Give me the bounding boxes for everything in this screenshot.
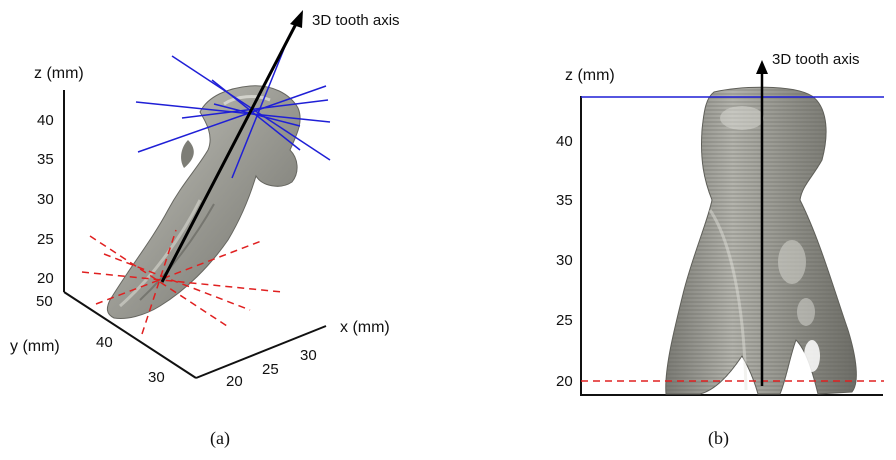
x-tick-20: 20: [226, 373, 243, 390]
y-tick-30: 30: [148, 369, 165, 386]
tooth-axis-arrow: [160, 10, 303, 283]
x-tick-30: 30: [300, 347, 317, 364]
y-axis-line: [63, 291, 197, 379]
bottom-plane-lines: [81, 229, 283, 335]
panel-b-caption: (b): [708, 428, 729, 449]
z-axis-label: z (mm): [34, 65, 84, 82]
tooth-axis-arrow-b: [756, 60, 768, 386]
z-tick-30: 30: [37, 191, 54, 208]
panel-a-caption: (a): [210, 428, 230, 449]
z-tick-35: 35: [37, 151, 54, 168]
z-tick-b-35: 35: [556, 192, 573, 209]
z-tick-b-40: 40: [556, 133, 573, 150]
panel-a: 3D tooth axis z (mm) 40 35 30 25 20 y (m…: [10, 10, 400, 449]
z-tick-25: 25: [37, 231, 54, 248]
y-axis-label: y (mm): [10, 338, 60, 355]
y-tick-50: 50: [36, 293, 53, 310]
y-tick-40: 40: [96, 334, 113, 351]
z-axis-label-b: z (mm): [565, 67, 615, 84]
x-tick-25: 25: [262, 361, 279, 378]
z-tick-20: 20: [37, 270, 54, 287]
axes-2d: [580, 96, 883, 396]
z-tick-b-20: 20: [556, 373, 573, 390]
z-tick-b-30: 30: [556, 252, 573, 269]
panel-b: 3D tooth axis z (mm) 40 35 30 25 20 (b): [556, 51, 884, 449]
tooth-axis-label: 3D tooth axis: [312, 12, 400, 29]
z-tick-b-25: 25: [556, 312, 573, 329]
z-tick-40: 40: [37, 112, 54, 129]
x-axis-label: x (mm): [340, 319, 390, 336]
x-axis-line: [195, 325, 327, 379]
axes-3d: [63, 90, 327, 379]
tooth-axis-label-b: 3D tooth axis: [772, 51, 860, 68]
